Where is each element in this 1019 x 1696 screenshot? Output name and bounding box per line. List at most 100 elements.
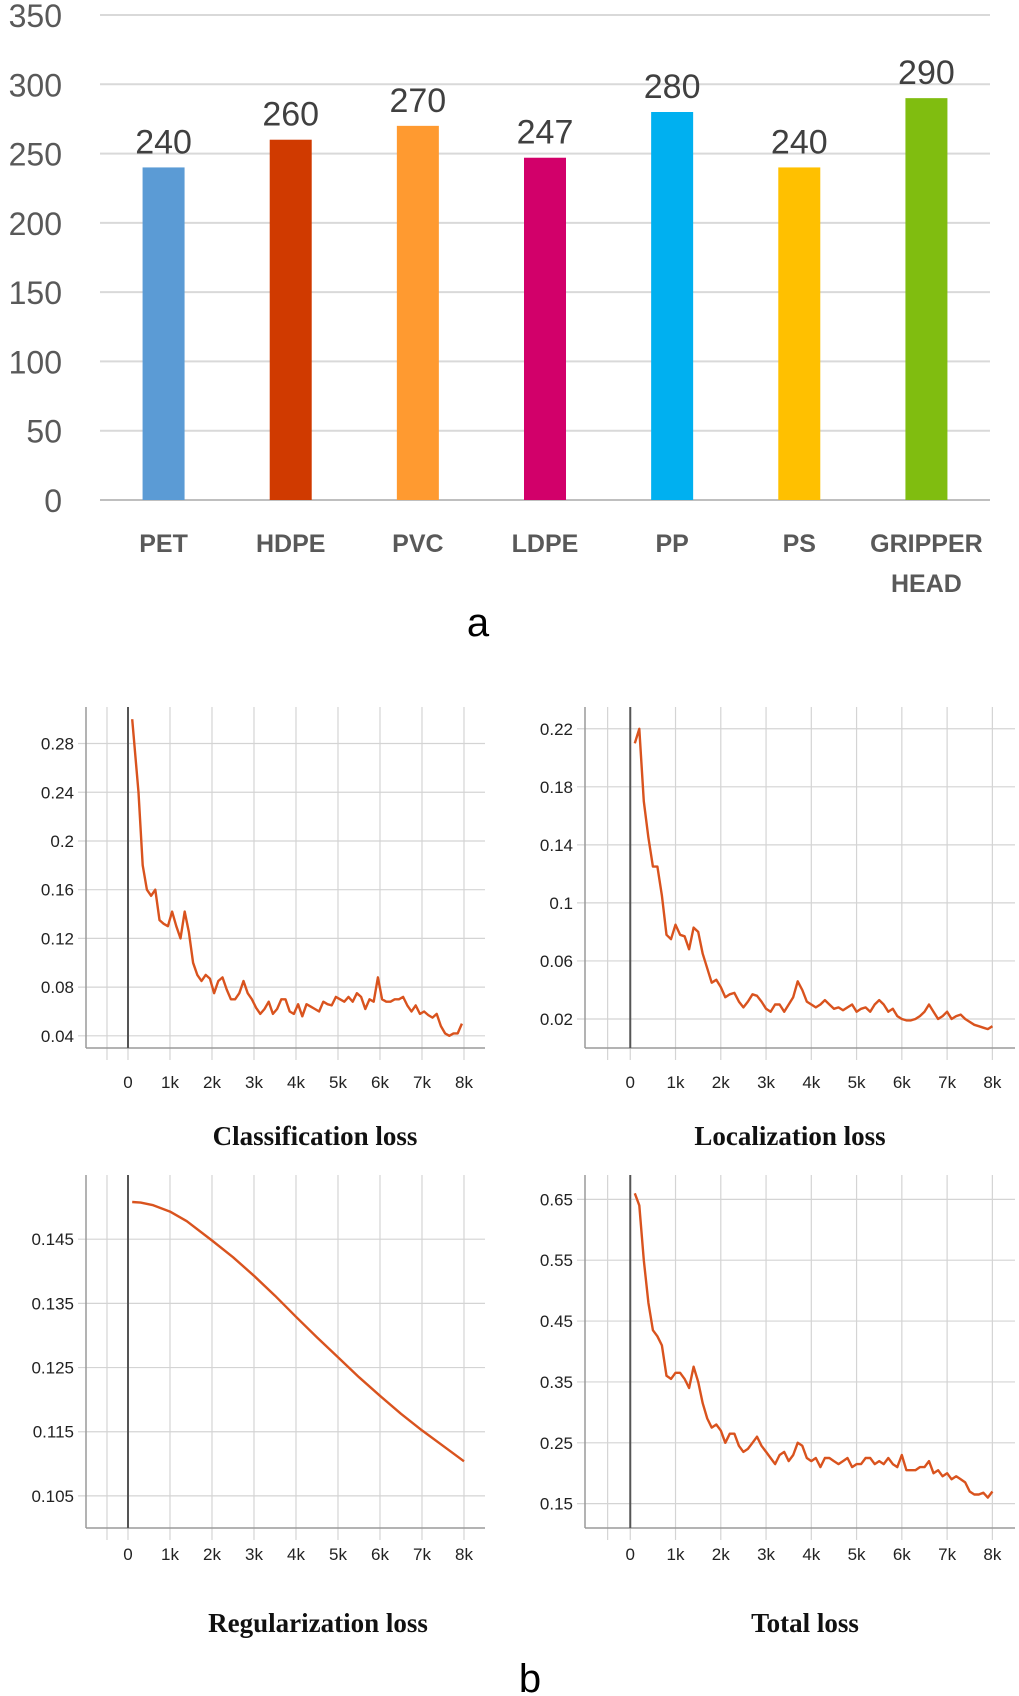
x-tick-label: 5k [848,1073,866,1092]
x-tick-label: 7k [938,1073,956,1092]
loss-line [131,719,464,1037]
chart-title: Regularization loss [208,1608,428,1638]
category-label: HDPE [256,530,325,558]
y-tick-label: 0.22 [540,720,573,739]
x-tick-label: 3k [245,1073,263,1092]
x-tick-label: 8k [455,1545,473,1564]
y-tick-label: 0.06 [540,952,573,971]
x-tick-label: 6k [371,1545,389,1564]
y-tick-label: 0.15 [540,1495,573,1514]
x-tick-label: 2k [203,1545,221,1564]
bar [396,125,439,500]
x-tick-label: 8k [983,1073,1001,1092]
panel-label-a: a [467,601,490,645]
category-label: PP [655,530,688,558]
y-tick-label: 150 [9,275,62,311]
bar [651,112,694,500]
x-tick-label: 6k [893,1073,911,1092]
bar [142,167,185,500]
y-tick-label: 0.08 [41,978,74,997]
x-tick-label: 5k [329,1073,347,1092]
x-tick-label: 3k [757,1073,775,1092]
y-tick-label: 0.35 [540,1373,573,1392]
y-tick-label: 0.25 [540,1434,573,1453]
y-tick-label: 50 [26,414,62,450]
x-tick-label: 1k [161,1073,179,1092]
panel-label-b: b [519,1657,541,1696]
x-tick-label: 7k [413,1073,431,1092]
x-tick-label: 8k [983,1545,1001,1564]
regularization-loss-chart: 0.105 0.115 0.125 0.135 0.145 0 1k 2k 3k 4k 5k 6k 7k… [31,1175,485,1638]
y-tick-label: 0.105 [31,1487,74,1506]
x-tick-label: 1k [667,1545,685,1564]
x-tick-label: 7k [938,1545,956,1564]
bar-value-label: 247 [517,114,574,152]
x-tick-label: 4k [802,1073,820,1092]
y-tick-label: 350 [9,0,62,34]
y-tick-label: 0.14 [540,836,573,855]
bar-value-label: 280 [644,68,701,106]
bar [778,167,821,500]
x-tick-label: 2k [203,1073,221,1092]
y-tick-label: 200 [9,206,62,242]
y-tick-label: 0.135 [31,1294,74,1313]
chart-title: Classification loss [213,1121,418,1151]
bar [269,139,312,500]
y-tick-label: 0.1 [549,894,573,913]
bar-value-label: 240 [771,123,828,161]
bar-value-label: 270 [389,82,446,120]
y-tick-label: 0 [44,483,62,519]
bar-value-label: 290 [898,54,955,92]
x-tick-label: 0 [123,1073,132,1092]
y-tick-label: 0.02 [540,1010,573,1029]
bar-chart: 0 50 100 150 200 250 300 350 240 PET 260 HDPE 270 PVC… [9,0,990,598]
x-tick-label: 0 [626,1545,635,1564]
category-label: HEAD [891,570,962,598]
localization-loss-chart: 0.02 0.06 0.1 0.14 0.18 0.22 0 1k 2k 3k 4k 5k 6k 7k 8k… [540,707,1015,1151]
category-label: PET [139,530,188,558]
category-label: PS [783,530,816,558]
y-tick-label: 0.28 [41,735,74,754]
y-tick-label: 0.16 [41,881,74,900]
x-tick-label: 1k [667,1073,685,1092]
classification-loss-chart: 0.04 0.08 0.12 0.16 0.2 0.24 0.28 0 1k 2k 3k 4k 5k 6k… [41,707,485,1151]
total-loss-chart: 0.15 0.25 0.35 0.45 0.55 0.65 0 1k 2k 3k 4k 5k 6k 7k 8… [540,1175,1015,1638]
category-label: PVC [392,530,443,558]
loss-line [132,1200,465,1463]
y-tick-label: 0.18 [540,778,573,797]
bar [905,98,948,501]
y-tick-label: 250 [9,137,62,173]
y-tick-label: 0.115 [33,1423,74,1442]
y-tick-label: 0.145 [31,1230,74,1249]
x-tick-label: 4k [287,1073,305,1092]
x-tick-label: 1k [161,1545,179,1564]
y-tick-label: 0.04 [41,1027,74,1046]
x-tick-label: 4k [287,1545,305,1564]
category-label: LDPE [512,530,579,558]
x-tick-label: 2k [712,1073,730,1092]
y-tick-label: 0.125 [31,1359,74,1378]
y-tick-label: 0.2 [50,832,74,851]
x-tick-label: 5k [848,1545,866,1564]
loss-line [633,727,994,1031]
x-tick-label: 6k [371,1073,389,1092]
y-tick-label: 0.12 [41,929,74,948]
x-tick-label: 0 [123,1545,132,1564]
bar-value-label: 260 [262,96,319,134]
x-tick-label: 5k [329,1545,347,1564]
x-tick-label: 7k [413,1545,431,1564]
y-tick-label: 100 [9,344,62,380]
chart-title: Localization loss [694,1121,885,1151]
y-tick-label: 300 [9,67,62,103]
x-tick-label: 4k [802,1545,820,1564]
loss-line [633,1192,994,1499]
x-tick-label: 2k [712,1545,730,1564]
x-tick-label: 8k [455,1073,473,1092]
y-tick-label: 0.65 [540,1190,573,1209]
bar-value-label: 240 [135,123,192,161]
x-tick-label: 0 [626,1073,635,1092]
x-tick-label: 6k [893,1545,911,1564]
x-tick-label: 3k [757,1545,775,1564]
chart-title: Total loss [751,1608,859,1638]
